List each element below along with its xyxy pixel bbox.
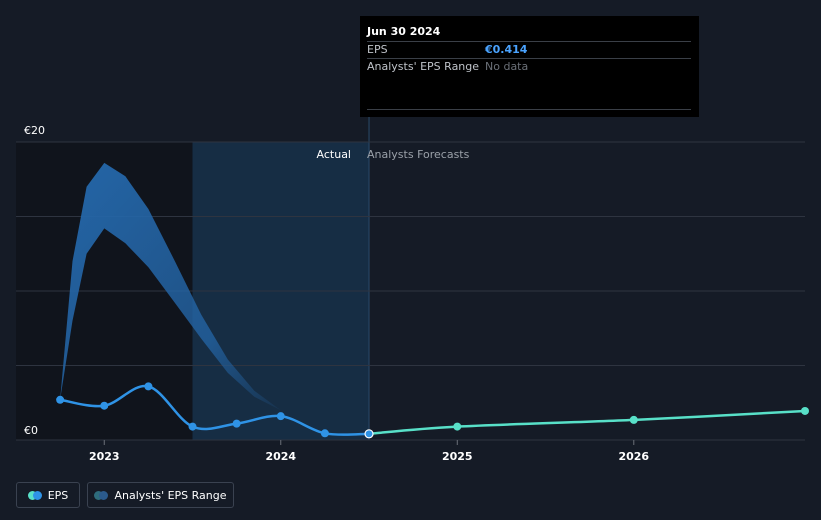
eps-actual-point — [232, 419, 241, 428]
actual-region-label: Actual — [317, 148, 351, 161]
forecast-region-label: Analysts Forecasts — [367, 148, 470, 161]
eps-forecast-point — [801, 406, 809, 415]
eps-actual-point — [144, 382, 153, 391]
legend-eps-range[interactable]: Analysts' EPS Range — [87, 482, 234, 508]
y-axis-top-label: €20 — [24, 124, 45, 137]
eps-actual-point — [188, 422, 197, 431]
analyst-eps-range-band — [60, 162, 281, 411]
x-axis-tick-label: 2026 — [618, 450, 649, 463]
eps-actual-point — [56, 395, 65, 404]
tooltip-range-label: Analysts' EPS Range — [367, 60, 480, 73]
legend-eps-label: EPS — [47, 488, 69, 502]
legend-range-label: Analysts' EPS Range — [114, 488, 227, 502]
tooltip-divider — [367, 58, 691, 59]
eps-legend-icon — [27, 490, 42, 500]
x-axis-tick-label: 2024 — [265, 450, 296, 463]
y-axis-bottom-label: €0 — [24, 424, 38, 437]
legend-eps[interactable]: EPS — [16, 482, 80, 508]
eps-actual-point — [320, 429, 329, 438]
tooltip-eps-label: EPS — [367, 43, 388, 56]
tooltip-date: Jun 30 2024 — [367, 25, 441, 38]
eps-actual-point — [100, 401, 109, 410]
tooltip-eps-value: €0.414 — [485, 43, 528, 56]
eps-forecast-point — [629, 415, 638, 424]
eps-selected-point — [364, 429, 374, 439]
x-axis-tick-label: 2025 — [442, 450, 473, 463]
tooltip-divider — [367, 41, 691, 42]
tooltip-range-value: No data — [485, 60, 529, 73]
hover-tooltip: Jun 30 2024 EPS €0.414 Analysts' EPS Ran… — [360, 16, 699, 117]
tooltip-divider — [367, 109, 691, 110]
x-axis-tick-label: 2023 — [89, 450, 120, 463]
eps-forecast-line — [368, 409, 806, 436]
eps-forecast-point — [453, 422, 462, 431]
range-legend-icon — [94, 490, 109, 500]
eps-actual-line — [59, 384, 370, 436]
eps-actual-point — [276, 412, 285, 421]
